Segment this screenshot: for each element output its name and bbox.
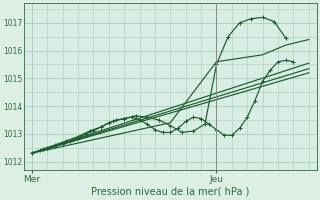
X-axis label: Pression niveau de la mer( hPa ): Pression niveau de la mer( hPa ): [91, 187, 250, 197]
